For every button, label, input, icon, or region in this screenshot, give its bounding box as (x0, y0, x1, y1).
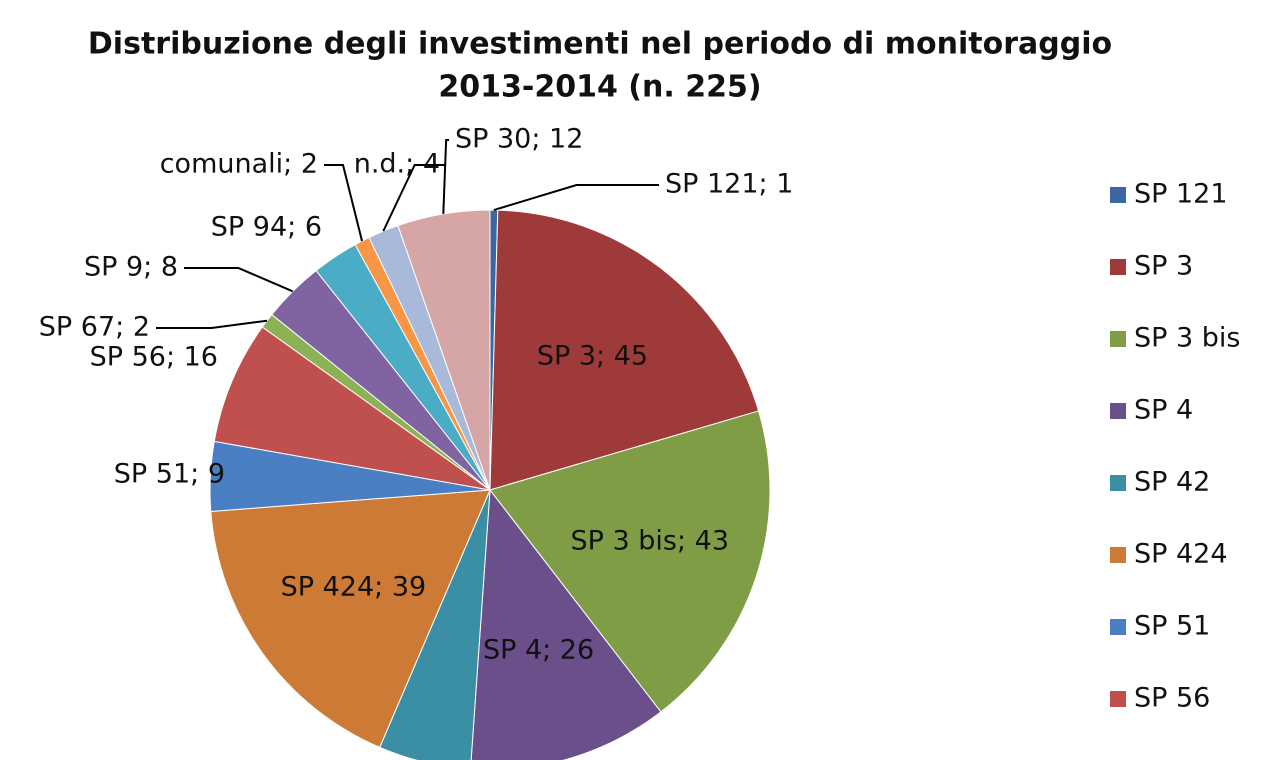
leader-line (442, 139, 449, 214)
legend-label: SP 121 (1134, 179, 1228, 210)
data-label: SP 67; 2 (39, 312, 150, 343)
data-label: SP 9; 8 (84, 252, 178, 283)
chart-subtitle: 2013-2014 (n. 225) (438, 70, 761, 105)
data-label: comunali; 2 (160, 149, 318, 180)
leader-line (184, 267, 294, 293)
data-label: SP 424; 39 (281, 571, 427, 602)
legend-label: SP 56 (1134, 683, 1210, 714)
legend-label: SP 4 (1134, 395, 1193, 426)
leader-line (156, 319, 268, 329)
pie-slice (397, 209, 491, 491)
pie-slice (489, 209, 760, 491)
chart-title: Distribuzione degli investimenti nel per… (88, 27, 1112, 62)
legend-swatch (1110, 619, 1126, 635)
data-label: SP 30; 12 (455, 124, 583, 155)
legend-swatch (1110, 187, 1126, 203)
leader-line (382, 164, 446, 232)
legend-swatch (1110, 475, 1126, 491)
data-label: SP 121; 1 (665, 169, 793, 200)
data-label: SP 51; 9 (114, 459, 225, 490)
legend-swatch (1110, 259, 1126, 275)
data-label: SP 3; 45 (537, 340, 648, 371)
data-label: SP 4; 26 (483, 634, 594, 665)
leader-line (493, 184, 659, 211)
data-label: SP 56; 16 (90, 342, 218, 373)
pie-slice (213, 326, 491, 491)
legend-swatch (1110, 547, 1126, 563)
legend-swatch (1110, 403, 1126, 419)
legend-label: SP 51 (1134, 611, 1210, 642)
legend-label: SP 3 bis (1134, 323, 1240, 354)
legend-label: SP 42 (1134, 467, 1210, 498)
pie-slice (489, 410, 771, 713)
data-label: SP 94; 6 (211, 212, 322, 243)
legend-label: SP 3 (1134, 251, 1193, 282)
pie-slice (470, 488, 662, 760)
leader-line (324, 164, 363, 242)
legend-swatch (1110, 691, 1126, 707)
data-label: SP 3 bis; 43 (571, 525, 730, 556)
pie-slice (210, 489, 491, 749)
legend-swatch (1110, 331, 1126, 347)
legend-label: SP 424 (1134, 539, 1228, 570)
